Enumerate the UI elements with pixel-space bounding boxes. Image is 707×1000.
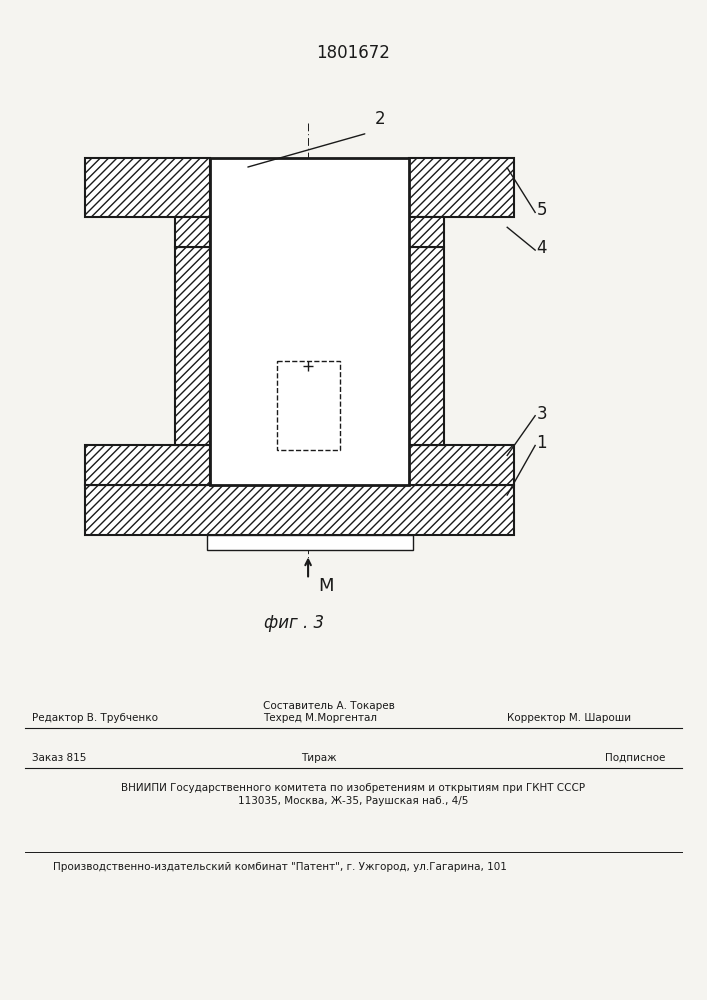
Bar bbox=[409, 247, 444, 445]
Text: Корректор М. Шароши: Корректор М. Шароши bbox=[507, 713, 631, 723]
Text: Тираж: Тираж bbox=[300, 753, 337, 763]
Text: 1: 1 bbox=[537, 434, 547, 452]
Text: M: M bbox=[319, 577, 334, 595]
Text: ВНИИПИ Государственного комитета по изобретениям и открытиям при ГКНТ СССР: ВНИИПИ Государственного комитета по изоб… bbox=[122, 783, 585, 793]
Bar bbox=[175, 217, 210, 247]
Text: Техред М.Моргентал: Техред М.Моргентал bbox=[263, 713, 377, 723]
Bar bbox=[210, 158, 409, 485]
Bar bbox=[175, 217, 210, 247]
Bar bbox=[85, 158, 210, 217]
Text: Подписное: Подписное bbox=[605, 753, 665, 763]
Text: 4: 4 bbox=[537, 239, 547, 257]
Bar bbox=[409, 445, 514, 485]
Bar bbox=[409, 247, 444, 445]
Bar bbox=[409, 217, 444, 247]
Text: 5: 5 bbox=[537, 201, 547, 219]
Text: 2: 2 bbox=[375, 110, 385, 128]
Text: Редактор В. Трубченко: Редактор В. Трубченко bbox=[32, 713, 158, 723]
Bar bbox=[409, 158, 514, 217]
Text: Производственно-издательский комбинат "Патент", г. Ужгород, ул.Гагарина, 101: Производственно-издательский комбинат "П… bbox=[53, 862, 507, 872]
Bar bbox=[85, 158, 210, 217]
Bar bbox=[85, 485, 514, 535]
Text: Заказ 815: Заказ 815 bbox=[32, 753, 86, 763]
Bar bbox=[175, 247, 210, 445]
Text: 3: 3 bbox=[537, 405, 547, 423]
Bar bbox=[206, 535, 413, 550]
Bar bbox=[85, 485, 514, 535]
Bar bbox=[409, 217, 444, 247]
Bar bbox=[276, 361, 339, 450]
Text: 113035, Москва, Ж-35, Раушская наб., 4/5: 113035, Москва, Ж-35, Раушская наб., 4/5 bbox=[238, 796, 469, 806]
Text: Составитель А. Токарев: Составитель А. Токарев bbox=[263, 701, 395, 711]
Text: 1801672: 1801672 bbox=[317, 44, 390, 62]
Bar bbox=[175, 247, 210, 445]
Bar bbox=[85, 445, 210, 485]
Text: фиг . 3: фиг . 3 bbox=[264, 614, 325, 632]
Bar bbox=[409, 158, 514, 217]
Bar bbox=[85, 445, 210, 485]
Bar bbox=[409, 445, 514, 485]
